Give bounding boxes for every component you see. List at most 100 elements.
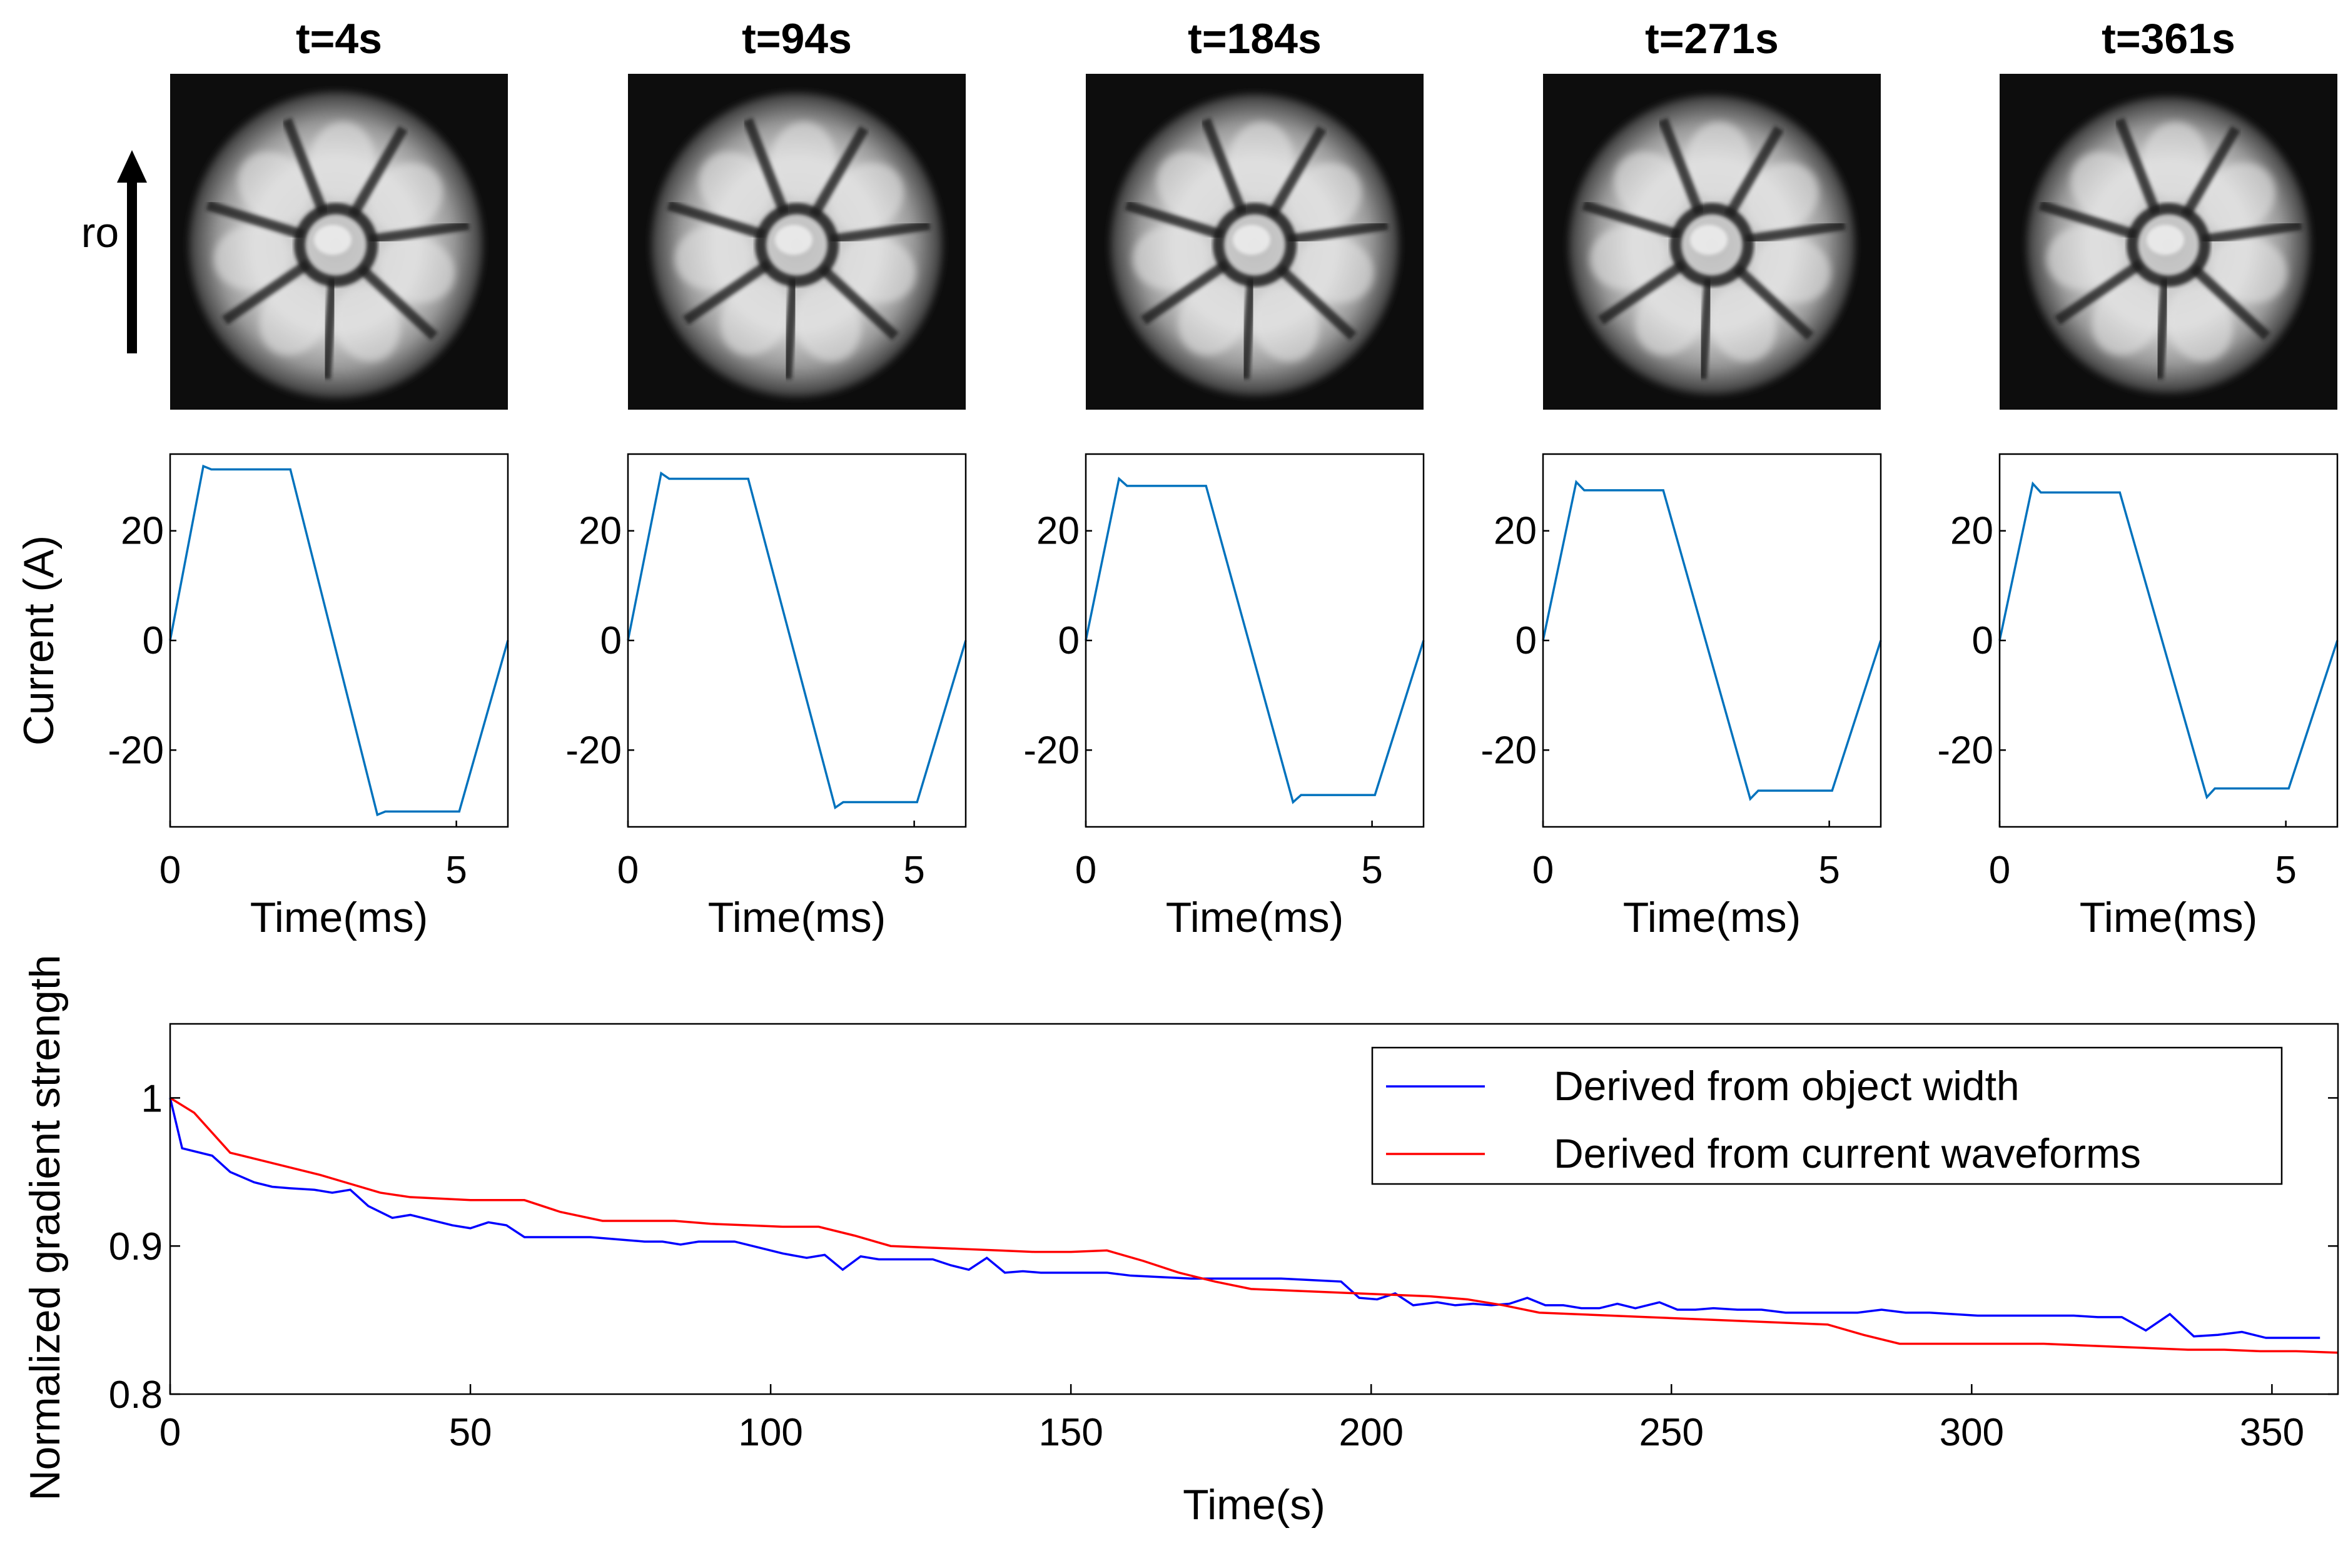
phantom-lobe (794, 285, 861, 362)
phantom-lobe (771, 121, 836, 200)
phantom-spoke (1276, 265, 1357, 340)
phantom-lobe (2201, 163, 2275, 232)
y-tick-label: 0.9 (109, 1225, 163, 1268)
phantom-spoke (1288, 220, 1389, 245)
x-tick-label: 200 (1338, 1411, 1403, 1454)
phantom-spoke (2190, 265, 2270, 340)
x-tick-label: 100 (738, 1411, 802, 1454)
phantom-lobe (378, 236, 455, 303)
phantom-center-ring (1213, 203, 1297, 287)
y-tick-label: 0 (1972, 619, 1993, 662)
y-tick-label: -20 (1480, 729, 1537, 772)
phantom-spoke (1658, 118, 1704, 215)
y-axis-label: Current (A) (15, 535, 63, 746)
phantom-lobe (699, 151, 771, 223)
y-tick-label: 20 (1036, 510, 1080, 553)
phantom-lobe (674, 225, 752, 290)
phantom-spoke (320, 278, 338, 380)
waveform-chart: -20 0 20 0 5 Time(ms) (1480, 453, 1882, 941)
legend-label: Derived from object width (1554, 1063, 2020, 1109)
phantom-lobe (2070, 151, 2143, 223)
y-tick-label: 20 (121, 510, 164, 553)
waveform-axes-box (1998, 453, 2339, 828)
current-waveform-line (1085, 477, 1425, 804)
phantom-spoke (282, 118, 328, 215)
phantom-center (2147, 225, 2184, 255)
phantom-spoke (221, 260, 311, 325)
phantom-lobe (238, 151, 310, 223)
phantom-center-ring (294, 203, 378, 287)
phantom-lobe (1297, 236, 1374, 303)
current-waveform-line (1542, 480, 1882, 801)
current-waveform-line (169, 464, 509, 817)
x-tick-label: 150 (1038, 1411, 1103, 1454)
phantom-lobe (1589, 225, 1667, 290)
phantom-spoke (809, 126, 869, 218)
phantom-lobe (368, 163, 443, 232)
y-tick-label: 1 (141, 1077, 163, 1120)
phantom-center-ring (2127, 203, 2210, 287)
panel-title: t=4s (296, 15, 382, 63)
phantom-spoke (2054, 260, 2143, 325)
x-tick-label: 250 (1639, 1411, 1704, 1454)
legend-label: Derived from current waveforms (1554, 1130, 2141, 1176)
phantom-center (1233, 225, 1270, 255)
phantom-lobe (333, 285, 400, 362)
phantom-lobe (1635, 280, 1704, 356)
phantom-spoke (830, 220, 931, 245)
phantom-spoke (2153, 278, 2171, 380)
panel-title: t=361s (2102, 15, 2235, 63)
mri-image (1543, 74, 1881, 410)
mri-image (170, 74, 508, 410)
panel-4: t=271s -20 0 20 0 5 Time(ms) (1480, 15, 1882, 941)
panel-title: t=184s (1188, 15, 1322, 63)
panel-title: t=271s (1645, 15, 1779, 63)
current-waveform-line (1998, 481, 2339, 800)
phantom-spoke (1267, 126, 1327, 218)
x-axis-label: Time(ms) (708, 894, 886, 941)
phantom-lobe (1614, 151, 1686, 223)
y-tick-label: 0 (1058, 619, 1080, 662)
phantom-spoke (667, 200, 766, 240)
phantom-center-ring (755, 203, 839, 287)
y-tick-label: -20 (565, 729, 622, 772)
y-tick-label: -20 (1023, 729, 1080, 772)
waveform-chart: -20 0 20 0 5 Time(ms) (565, 453, 967, 941)
phantom-spoke (1582, 200, 1681, 240)
phantom-spoke (2115, 118, 2161, 215)
y-tick-label: 20 (579, 510, 622, 553)
phantom-spoke (682, 260, 772, 325)
x-tick-label: 5 (903, 849, 924, 892)
phantom-lobe (2210, 236, 2288, 303)
x-axis-label: Time(ms) (250, 894, 428, 941)
y-tick-label: -20 (108, 729, 164, 772)
current-waveform-line (627, 471, 967, 810)
object-width-series-line (169, 1097, 2320, 1339)
waveform-chart: -20 0 20 0 5 Time(ms) (1937, 453, 2339, 941)
waveform-chart: -20 0 20 0 5 Time(ms) (1023, 453, 1425, 941)
x-tick-label: 5 (2275, 849, 2296, 892)
x-axis-label: Time(ms) (2080, 894, 2258, 941)
phantom-spoke (1140, 260, 1230, 325)
y-tick-label: 0 (1516, 619, 1537, 662)
mri-image (628, 74, 966, 410)
panel-3: t=184s -20 0 20 0 5 Time(ms) (1023, 15, 1425, 941)
y-tick-label: 0.8 (109, 1373, 163, 1417)
phantom-spoke (369, 220, 470, 245)
x-axis-label: Time(ms) (1623, 894, 1801, 941)
mri-image (1086, 74, 1424, 410)
phantom-lobe (2142, 121, 2208, 200)
phantom-lobe (1709, 285, 1776, 362)
phantom-center (314, 225, 352, 255)
phantom-lobe (213, 225, 291, 290)
phantom-lobe (2165, 285, 2233, 362)
phantom-spoke (1745, 220, 1846, 245)
x-tick-label: 0 (1532, 849, 1554, 892)
x-axis-label: Time(s) (1183, 1481, 1325, 1529)
gradient-strength-chart: 0.8 0.9 1 0 50 100 150 200 250 300 350 Time(s) Norma… (21, 954, 2339, 1529)
x-tick-label: 50 (449, 1411, 492, 1454)
phantom-center (775, 225, 812, 255)
x-tick-label: 0 (159, 849, 181, 892)
phantom-spoke (781, 278, 799, 380)
phantom-lobe (2046, 225, 2124, 290)
